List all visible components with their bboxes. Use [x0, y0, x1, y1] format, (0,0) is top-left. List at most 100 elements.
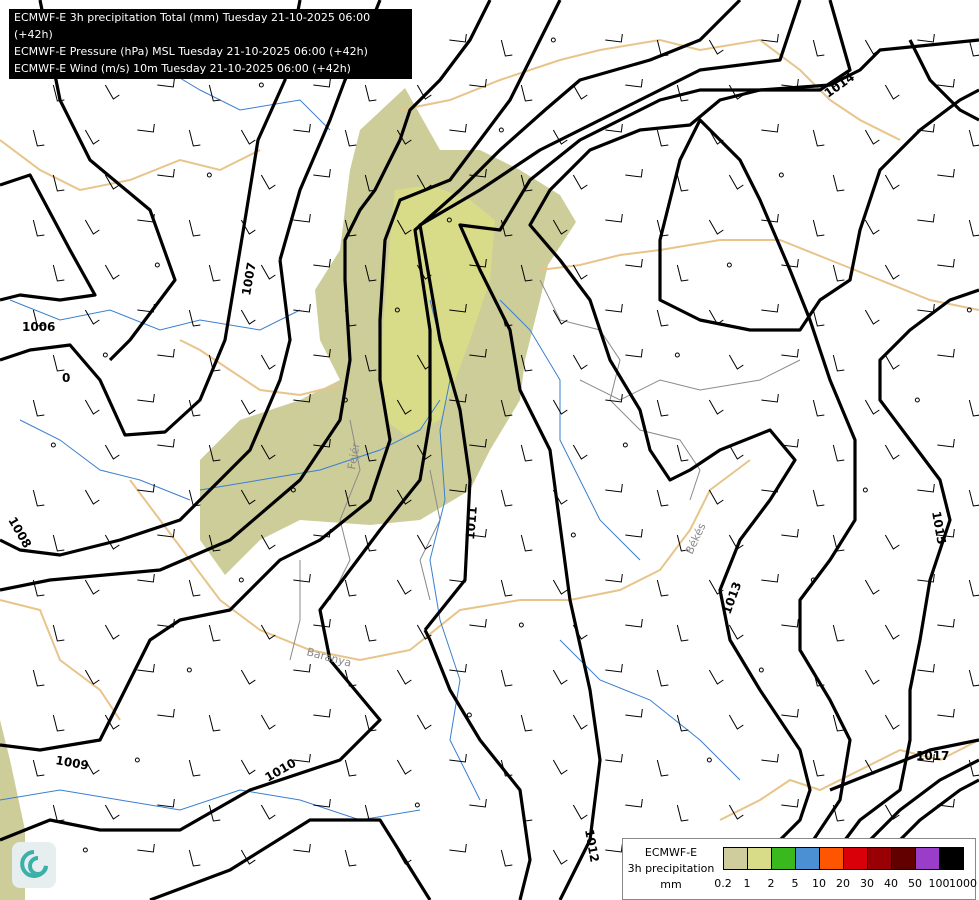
wind-barb	[884, 714, 900, 730]
wind-barb	[708, 489, 724, 505]
legend-tick-label: 40	[884, 877, 898, 890]
legend-title-model: ECMWF-E	[644, 846, 698, 859]
legend-title: ECMWF-E 3h precipitation mm	[623, 845, 719, 893]
wind-barb	[208, 84, 221, 102]
wind-barb	[104, 84, 120, 100]
wind-barb	[761, 573, 779, 583]
wind-barb	[240, 219, 256, 235]
wind-barb	[917, 33, 935, 43]
wind-barb	[937, 708, 955, 718]
header-line-pressure: ECMWF-E Pressure (hPa) MSL Tuesday 21-10…	[14, 45, 368, 58]
wind-barb	[761, 753, 779, 763]
wind-barb	[937, 78, 955, 88]
wind-barb	[208, 264, 221, 282]
wind-barb	[552, 579, 568, 595]
wind-barb	[188, 309, 201, 327]
wind-barb	[208, 534, 221, 552]
wind-barb	[469, 438, 487, 448]
wind-barb	[313, 528, 331, 538]
legend-tick-label: 5	[791, 877, 799, 890]
wind-barb	[676, 624, 689, 642]
wind-barb	[884, 84, 900, 100]
wind-calm-marker	[258, 82, 264, 88]
wind-barb	[32, 129, 45, 147]
wind-barb	[708, 399, 724, 415]
wind-barb	[293, 573, 311, 583]
wind-barb	[917, 123, 935, 133]
wind-barb	[832, 444, 845, 462]
wind-barb	[500, 219, 513, 237]
wind-barb	[605, 663, 623, 673]
wind-barb	[864, 759, 880, 775]
wind-barb	[968, 489, 979, 507]
isobar-1013	[528, 38, 979, 900]
isobar-label-1014: 1014	[822, 70, 857, 101]
wind-barb	[812, 309, 825, 327]
wind-barb	[884, 444, 900, 460]
wind-barb	[364, 84, 377, 102]
legend-swatch	[940, 848, 963, 869]
wind-barb	[864, 399, 880, 415]
wind-barb	[84, 309, 100, 325]
wind-barb	[240, 129, 256, 145]
wind-barb	[572, 84, 588, 100]
wind-barb	[832, 624, 845, 642]
legend-title-unit: mm	[660, 878, 682, 891]
wind-barb	[396, 759, 412, 775]
isobar-label-1017: 1017	[916, 749, 949, 763]
wind-barb	[605, 33, 623, 43]
legend-swatch	[844, 848, 868, 869]
country-borders	[0, 38, 979, 821]
wind-barb	[864, 579, 880, 595]
wind-barb	[761, 213, 779, 223]
wind-barb	[656, 219, 669, 237]
wind-barb	[260, 354, 276, 370]
wind-calm-marker	[778, 172, 784, 178]
wind-barb	[364, 354, 377, 372]
wind-barb	[416, 624, 432, 640]
wind-barb	[157, 438, 175, 448]
wind-barb	[104, 534, 120, 550]
wind-barb	[188, 489, 201, 507]
wind-barb	[625, 528, 643, 538]
wind-barb	[937, 348, 955, 358]
wind-barb	[520, 264, 533, 282]
wind-calm-marker	[102, 352, 108, 358]
isobar-1009	[0, 0, 562, 752]
wind-barb	[188, 129, 201, 147]
wind-barb	[572, 444, 588, 460]
wind-barb	[781, 258, 799, 268]
wind-calm-marker	[290, 487, 296, 493]
wind-barb	[416, 444, 432, 460]
legend-tick-label: 1000	[949, 877, 977, 890]
isobar-1006b	[0, 0, 302, 437]
wind-barb	[260, 174, 276, 190]
wind-barb	[344, 219, 357, 237]
wind-calm-marker	[966, 307, 972, 313]
wind-calm-marker	[446, 217, 452, 223]
wind-calm-marker	[186, 667, 192, 673]
wind-barb	[32, 399, 45, 417]
wind-barb	[344, 849, 357, 867]
wind-barb	[552, 309, 568, 325]
wind-barb	[469, 528, 487, 538]
wind-barb	[32, 219, 45, 237]
wind-barb	[520, 714, 533, 732]
isobar-1012	[458, 0, 852, 900]
wind-barb	[656, 759, 669, 777]
wind-calm-marker	[914, 397, 920, 403]
wind-barb	[832, 804, 845, 822]
wind-barb	[52, 714, 65, 732]
wind-barb	[84, 399, 100, 415]
legend-tick-label: 50	[908, 877, 922, 890]
wind-barb	[344, 759, 357, 777]
wind-barb	[572, 264, 588, 280]
wind-barb	[552, 759, 568, 775]
wind-barb	[728, 354, 744, 370]
header-line-wind: ECMWF-E Wind (m/s) 10m Tuesday 21-10-202…	[14, 62, 351, 75]
wind-barb	[208, 444, 221, 462]
wind-barb	[937, 258, 955, 268]
legend-tick-label: 0.2	[714, 877, 732, 890]
legend-swatch	[724, 848, 748, 869]
